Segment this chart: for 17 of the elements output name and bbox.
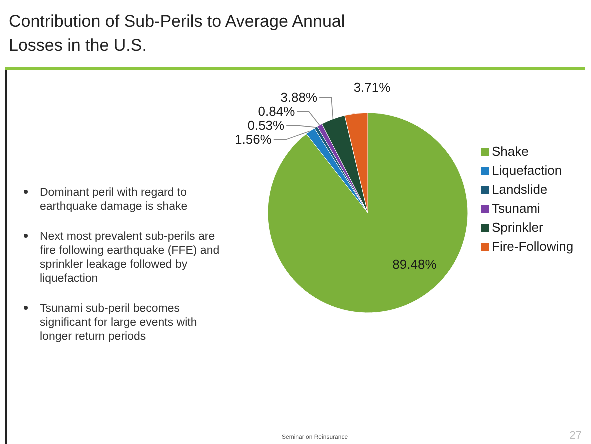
- data-label: 3.71%: [354, 80, 392, 95]
- legend-label: Landslide: [492, 182, 548, 197]
- legend-label: Liquefaction: [492, 163, 562, 178]
- text: Tsunami sub-peril becomes significant for large events with longer return periods: [40, 303, 198, 343]
- legend-label: Fire-Following: [492, 239, 574, 254]
- legend-label: Shake: [492, 144, 529, 159]
- data-label: 0.53%: [248, 118, 286, 133]
- chart-title: Contribution of Sub-Perils to Average Annual Losses in the U.S.: [9, 12, 346, 55]
- legend-label: Sprinkler: [492, 220, 544, 235]
- data-label: 3.88%: [280, 90, 318, 105]
- legend-label: Tsunami: [492, 201, 541, 216]
- data-label: 1.56%: [235, 132, 272, 147]
- text: Next most prevalent sub-perils are fire following earthquake (FFE) and sprinkler leakage followed by liquefaction: [40, 231, 220, 285]
- data-label: 89.48%: [392, 257, 438, 272]
- text: Dominant peril with regard to earthquake damage is shake: [40, 187, 188, 213]
- text: 27: [570, 430, 582, 442]
- data-label: 0.84%: [258, 104, 296, 119]
